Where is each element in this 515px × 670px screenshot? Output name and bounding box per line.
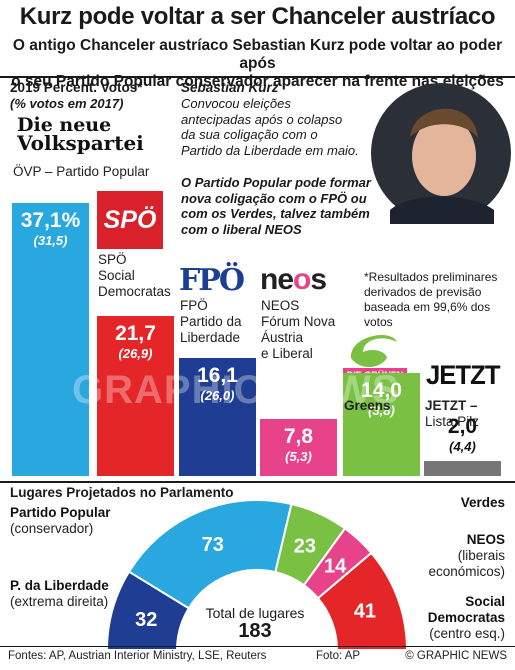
jetzt-logo: JETZT: [425, 360, 501, 390]
greens-logo-mark: [350, 335, 397, 367]
bar-1: 21,7 (26,9): [97, 316, 174, 476]
ovp-logo-line-2: Volkspartei: [17, 131, 144, 155]
kurz-description: Convocou eleições antecipadas após o col…: [181, 96, 359, 159]
bar-party-label-3-line-0: NEOS: [261, 298, 300, 313]
bar-party-label-3-line-3: e Liberal: [261, 346, 313, 361]
seat-label-neos: NEOS (liberais económicos): [428, 532, 505, 580]
page-title: Kurz pode voltar a ser Chanceler austría…: [19, 3, 496, 30]
seat-label-social-name-2: Democratas: [427, 610, 505, 625]
seat-value-2: 23: [294, 535, 316, 557]
bar-party-label-2-line-1: Partido da: [180, 314, 242, 329]
bar-prev-value-1: (26,9): [118, 346, 153, 362]
seat-segment-1: [127, 499, 293, 610]
bar-value-2: 16,1: [197, 363, 238, 387]
spo-logo: SPÖ: [97, 191, 163, 249]
seat-label-liberdade: P. da Liberdade (extrema direita): [10, 578, 109, 610]
seat-label-social-name-1: Social: [465, 594, 505, 609]
neos-logo-c: s: [310, 263, 327, 296]
neos-logo: neos: [260, 263, 327, 297]
bar-party-label-3-line-2: Áustria: [261, 330, 304, 345]
seat-label-social-desc: (centro esq.): [429, 626, 505, 641]
bar-party-label-2: FPÖ Partido da Liberdade: [180, 298, 242, 346]
bar-party-label-1: SPÖ Social Democratas: [98, 252, 171, 300]
votes-heading: 2019 Percent. Votos*: [10, 80, 143, 95]
bar-party-label-5-line-0: JETZT –: [425, 398, 478, 413]
bar-party-label-4-line-0: Greens: [344, 398, 391, 413]
footer-sources: Fontes: AP, Austrian Interior Ministry, …: [8, 650, 267, 662]
watermark: GRAPHIC NEWS: [72, 368, 400, 412]
bar-party-label-2-line-2: Liberdade: [180, 330, 241, 345]
bar-value-1: 21,7: [115, 322, 156, 346]
bar-0: 37,1% (31,5): [12, 203, 89, 476]
kurz-coalition-text: O Partido Popular pode formar nova colig…: [181, 175, 371, 238]
bar-4: 14,0 (3,8): [343, 372, 420, 476]
seat-label-liberdade-name: P. da Liberdade: [10, 578, 109, 593]
seat-label-popular: Partido Popular (conservador): [10, 505, 111, 537]
seats-heading: Lugares Projetados no Parlamento: [10, 485, 234, 500]
seat-label-verdes-name: Verdes: [460, 495, 505, 510]
seat-label-neos-desc-2: económicos): [428, 564, 505, 579]
seat-value-4: 41: [354, 600, 376, 622]
kurz-suit: [390, 196, 494, 224]
seat-label-popular-name: Partido Popular: [10, 505, 111, 520]
fpo-logo: FPÖ: [179, 263, 245, 298]
bar-prev-value-2: (26,0): [200, 387, 235, 403]
bar-prev-value-4: (3,8): [368, 402, 395, 418]
results-note: *Resultados preliminares derivados de pr…: [364, 270, 498, 329]
bar-party-label-5: JETZT – Lista Pilz: [425, 398, 479, 430]
bar-prev-value-5: (4,4): [449, 439, 476, 455]
bar-party-label-0: ÖVP – Partido Popular: [13, 164, 149, 180]
seat-label-neos-name: NEOS: [466, 532, 505, 547]
bar-2: 16,1 (26,0): [179, 357, 256, 476]
subtitle-line-1: O antigo Chanceler austríaco Sebastian K…: [12, 37, 503, 72]
seat-value-3: 14: [324, 556, 347, 578]
bar-5: [424, 461, 501, 476]
seat-label-popular-desc: (conservador): [10, 521, 94, 536]
votes-subheading: (% votos em 2017): [10, 96, 124, 111]
bar-3: 7,8 (5,3): [260, 418, 337, 476]
footer-photo-credit: Foto: AP: [316, 650, 361, 662]
bar-value-3: 7,8: [283, 424, 314, 448]
kurz-hair: [410, 108, 478, 138]
seats-divider: [0, 481, 515, 483]
footer-divider: [0, 646, 515, 647]
seat-segment-4: [316, 551, 409, 651]
total-seats-label: Total de lugares: [205, 605, 305, 621]
bar-party-label-5-line-1: Lista Pilz: [425, 414, 480, 429]
total-seats-value: 183: [238, 620, 272, 642]
bar-value-0: 37,1%: [20, 209, 81, 232]
neos-logo-b: o: [293, 263, 311, 296]
kurz-photo: [371, 83, 511, 224]
seat-label-verdes: Verdes: [461, 495, 505, 511]
bar-value-4: 14,0: [361, 378, 402, 402]
bar-prev-value-3: (5,3): [285, 448, 312, 464]
bar-party-label-2-line-0: FPÖ: [180, 298, 208, 313]
kurz-name: Sebastian Kurz: [181, 80, 279, 95]
bar-party-label-1-line-0: SPÖ: [98, 252, 127, 267]
footer-copyright: © GRAPHIC NEWS: [405, 650, 507, 662]
bar-party-label-0-line-0: ÖVP – Partido Popular: [13, 164, 150, 179]
ovp-logo: Die neue Volkspartei: [17, 114, 144, 155]
seat-label-neos-desc-1: (liberais: [457, 548, 505, 563]
total-seats: Total de lugares 183: [195, 604, 315, 642]
top-divider: [0, 76, 515, 78]
bar-party-label-3-line-1: Fórum Nova: [261, 314, 336, 329]
kurz-face: [412, 116, 476, 196]
seat-value-0: 32: [135, 609, 157, 631]
bar-value-5: 2,0: [447, 415, 478, 439]
bar-party-label-1-line-1: Social: [98, 268, 135, 283]
bar-party-label-1-line-2: Democratas: [98, 284, 171, 299]
seat-label-social: Social Democratas (centro esq.): [428, 594, 505, 642]
neos-logo-a: ne: [260, 263, 294, 296]
seat-label-liberdade-desc: (extrema direita): [10, 594, 109, 609]
ovp-logo-line-1: Die neue: [17, 114, 112, 136]
bar-party-label-3: NEOS Fórum Nova Áustria e Liberal: [261, 298, 335, 362]
seat-value-1: 73: [202, 534, 224, 556]
bar-party-label-4: Greens: [344, 398, 391, 414]
bar-prev-value-0: (31,5): [33, 233, 68, 248]
